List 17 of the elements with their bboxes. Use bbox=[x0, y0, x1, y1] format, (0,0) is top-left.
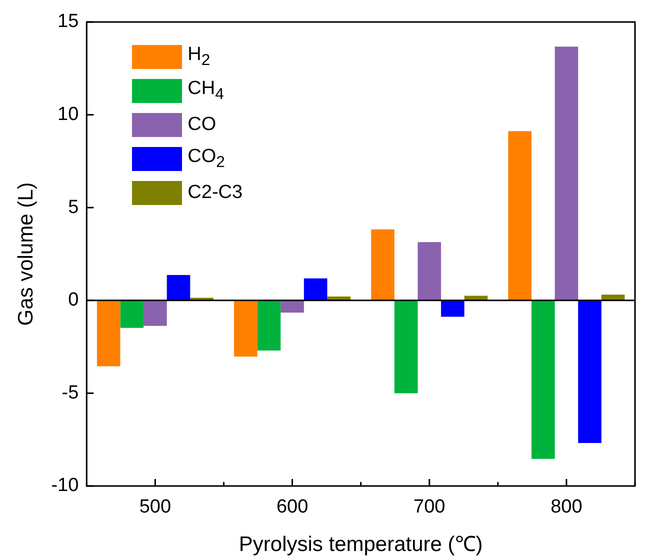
y-tick-label: 10 bbox=[58, 104, 79, 126]
x-tick-label: 800 bbox=[550, 496, 582, 518]
legend-label: CH$_{4}$ bbox=[188, 78, 224, 104]
x-tick-label: 500 bbox=[139, 496, 172, 518]
y-tick-label: 15 bbox=[58, 11, 79, 32]
x-tick-label: 600 bbox=[276, 496, 308, 518]
legend-label: CO$_{2}$ bbox=[188, 146, 225, 172]
y-tick-label: -5 bbox=[62, 382, 79, 404]
y-tick-label: 5 bbox=[68, 196, 79, 218]
legend-label: CO bbox=[188, 114, 216, 136]
y-axis-title: Gas volume (L) bbox=[14, 182, 38, 326]
y-tick-label: -10 bbox=[51, 475, 79, 496]
x-tick-label: 700 bbox=[414, 496, 446, 518]
y-tick-label: 0 bbox=[68, 290, 79, 311]
legend-label: C2-C3 bbox=[188, 182, 243, 204]
legend-label: H$_{2}$ bbox=[188, 44, 210, 70]
x-axis-title: Pyrolysis temperature (℃) bbox=[238, 533, 483, 556]
